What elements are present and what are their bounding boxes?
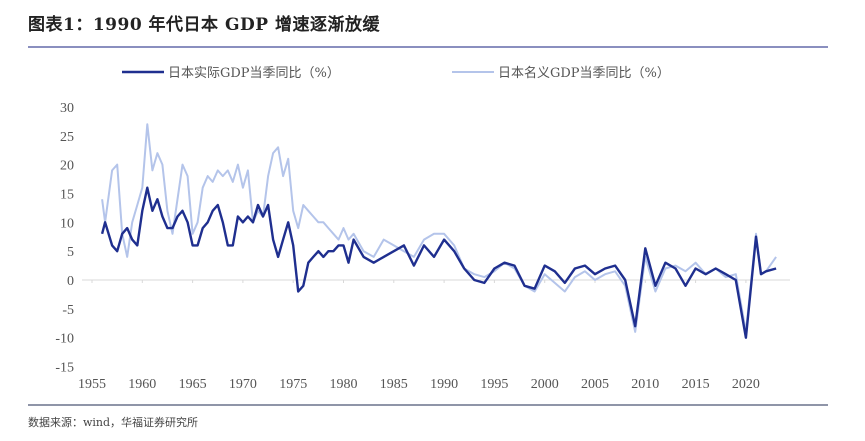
y-tick-label: 25 <box>60 130 74 145</box>
x-tick-label: 2000 <box>531 377 559 392</box>
y-tick-label: 30 <box>60 101 74 116</box>
y-tick-label: -15 <box>55 361 74 376</box>
x-tick-label: 2010 <box>631 377 659 392</box>
y-tick-label: 5 <box>67 245 74 260</box>
legend-label: 日本实际GDP当季同比（%） <box>168 66 340 81</box>
x-tick-label: 1960 <box>128 377 156 392</box>
legend-label: 日本名义GDP当季同比（%） <box>498 65 670 81</box>
series-real-gdp-line <box>100 186 777 339</box>
x-tick-label: 2020 <box>732 377 760 392</box>
x-tick-label: 1975 <box>279 377 307 392</box>
y-tick-label: 0 <box>67 274 74 289</box>
title-divider <box>28 46 828 48</box>
x-tick-label: 1990 <box>430 377 458 392</box>
x-tick-label: 1980 <box>330 377 358 392</box>
x-tick-label: 1965 <box>179 377 207 392</box>
series-nominal-gdp-line <box>101 123 777 333</box>
chart-title: 图表1：1990 年代日本 GDP 增速逐渐放缓 <box>28 15 380 35</box>
y-tick-label: -5 <box>62 303 74 318</box>
x-tick-label: 1955 <box>78 377 106 392</box>
y-tick-label: 20 <box>60 159 74 174</box>
source-note: 数据来源：wind，华福证券研究所 <box>28 416 199 429</box>
footer-divider <box>28 404 828 406</box>
y-tick-label: 10 <box>60 216 74 231</box>
y-tick-label: 15 <box>60 187 74 202</box>
y-tick-label: -10 <box>55 332 74 347</box>
x-tick-label: 2015 <box>682 377 710 392</box>
x-tick-label: 2005 <box>581 377 609 392</box>
x-tick-label: 1995 <box>480 377 508 392</box>
x-tick-label: 1970 <box>229 377 257 392</box>
x-tick-label: 1985 <box>380 377 408 392</box>
